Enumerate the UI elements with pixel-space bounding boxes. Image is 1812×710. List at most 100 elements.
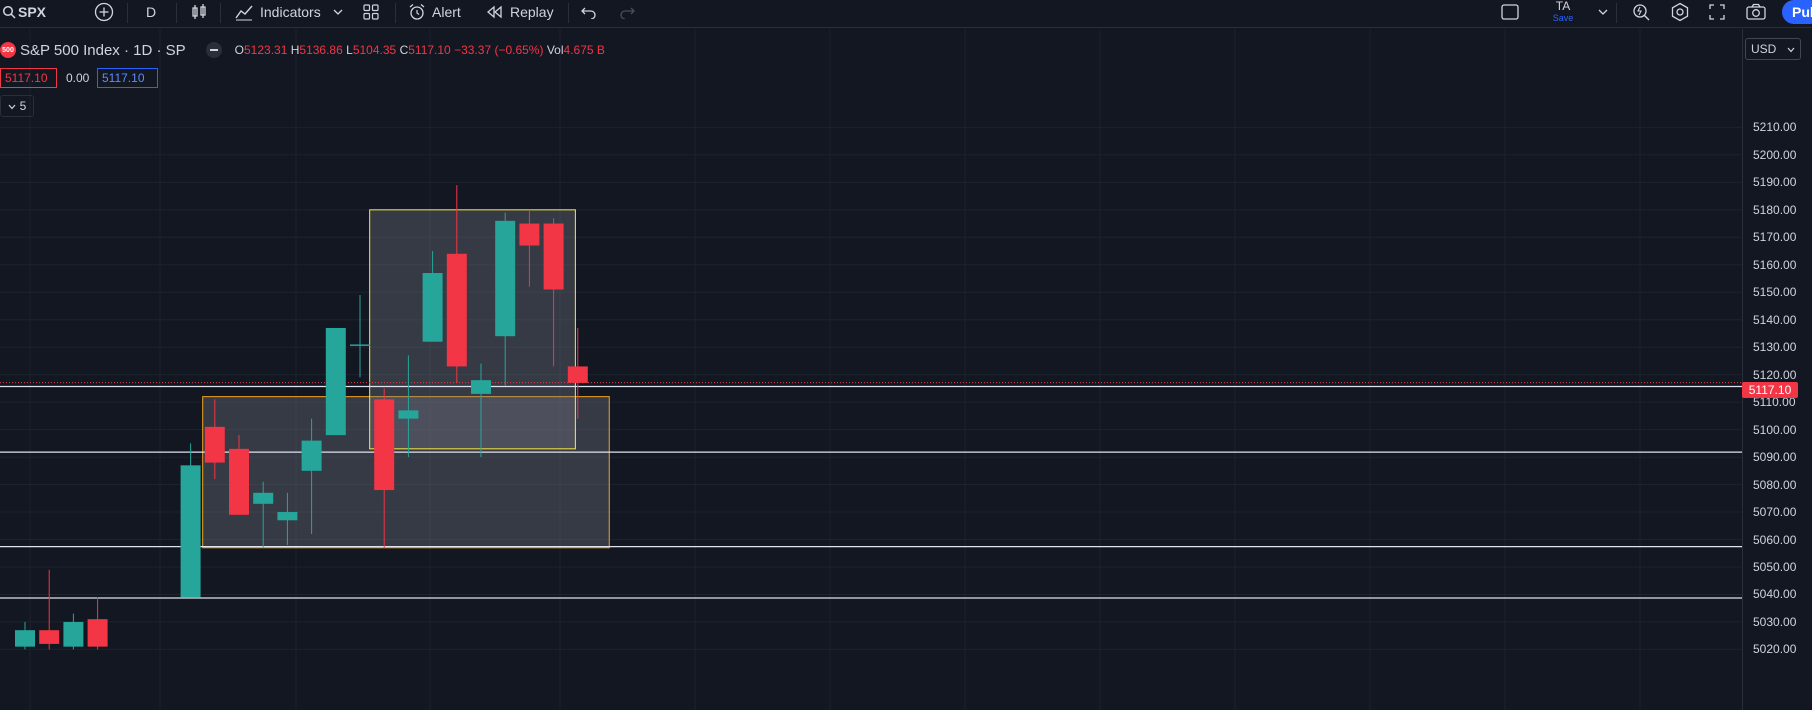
candle: [87, 597, 108, 650]
volume-label: Vol: [546, 43, 564, 57]
compare-button[interactable]: [94, 0, 114, 24]
price-tick-label: 5040.00: [1753, 587, 1797, 602]
chevron-down-icon: [1598, 8, 1608, 16]
square-icon: [1500, 2, 1520, 22]
candle-body: [567, 366, 588, 383]
currency-select[interactable]: USD: [1745, 38, 1801, 60]
toolbar-divider: [127, 3, 128, 23]
buy-price: 5117.10: [102, 71, 145, 85]
chart-grid: [0, 29, 1742, 710]
indicators-button[interactable]: Indicators: [234, 0, 343, 24]
chart-type-button[interactable]: [190, 0, 208, 24]
indicators-collapse-button[interactable]: 5: [0, 95, 34, 117]
price-tick-label: 5100.00: [1753, 422, 1797, 437]
layout-menu-button[interactable]: [1598, 0, 1608, 24]
candle-body: [374, 399, 395, 491]
candle: [277, 492, 298, 546]
candle: [519, 209, 540, 287]
layout-select-button[interactable]: [1500, 0, 1520, 24]
quick-search-icon: [1631, 2, 1651, 22]
price-tick-label: 5190.00: [1753, 175, 1797, 190]
price-tick-label: 5090.00: [1753, 450, 1797, 465]
price-tick-label: 5070.00: [1753, 505, 1797, 520]
price-tick-label: 5030.00: [1753, 614, 1797, 629]
settings-button[interactable]: [1670, 0, 1690, 24]
top-toolbar: SPX D Indicators Alert: [0, 0, 1812, 28]
alarm-clock-icon: [408, 3, 426, 21]
close-value: 5117.10: [408, 43, 451, 57]
chevron-down-icon: [333, 8, 343, 16]
symbol-badge[interactable]: 500: [0, 42, 16, 58]
high-label: H: [290, 43, 300, 57]
price-axis[interactable]: 5210.00 5200.00 5190.00 5180.00 5170.00 5160.…: [1742, 29, 1812, 710]
layout-name[interactable]: TA Save: [1545, 0, 1581, 24]
candle-body: [63, 621, 84, 647]
candle: [301, 418, 322, 535]
price-tick-label: 5130.00: [1753, 340, 1797, 355]
toolbar-divider: [568, 3, 569, 23]
toolbar-divider: [395, 3, 396, 23]
layout-title: TA: [1555, 0, 1571, 13]
grid-icon: [362, 3, 380, 21]
candle: [471, 363, 491, 458]
camera-icon: [1745, 3, 1767, 21]
snapshot-button[interactable]: [1745, 0, 1767, 24]
candle: [325, 327, 346, 436]
drawing-zones: [202, 209, 610, 549]
symbol-label: SPX: [18, 4, 47, 20]
rewind-icon: [486, 5, 504, 19]
publish-label: Pub: [1792, 4, 1812, 20]
candle: [63, 613, 84, 650]
alert-button[interactable]: Alert: [408, 0, 461, 24]
candle: [39, 569, 60, 650]
publish-button[interactable]: Pub: [1782, 0, 1812, 24]
chevron-down-icon: [8, 99, 16, 113]
interval-button[interactable]: D: [146, 0, 156, 24]
buy-price-box[interactable]: 5117.10: [97, 68, 158, 88]
currency-label: USD: [1751, 42, 1777, 56]
candle: [253, 481, 274, 548]
redo-icon: [618, 5, 636, 19]
redo-button[interactable]: [618, 0, 636, 24]
candles: [15, 185, 588, 650]
change-value: −33.37 (−0.65%): [454, 43, 544, 57]
undo-button[interactable]: [580, 0, 598, 24]
gear-icon: [1670, 2, 1690, 22]
price-tick-label: 5110.00: [1753, 395, 1796, 410]
candle-body: [471, 380, 491, 394]
sell-price-box[interactable]: 5117.10: [0, 68, 57, 88]
hide-legend-button[interactable]: [205, 42, 222, 58]
candle-body: [446, 253, 467, 367]
price-tick-label: 5170.00: [1753, 230, 1797, 245]
plus-circle-icon: [94, 2, 114, 22]
price-tick-label: 5180.00: [1753, 202, 1797, 217]
price-tick-label: 5120.00: [1753, 367, 1797, 382]
undo-icon: [580, 5, 598, 19]
price-chart[interactable]: [0, 29, 1742, 710]
candle-body: [39, 630, 60, 644]
candle: [204, 399, 225, 480]
symbol-title[interactable]: S&P 500 Index · 1D · SP: [20, 41, 186, 59]
fullscreen-button[interactable]: [1708, 0, 1726, 24]
candle: [567, 327, 588, 419]
spread-value: 0.00: [62, 68, 96, 88]
symbol-search[interactable]: SPX: [2, 0, 46, 24]
price-tick-label: 5160.00: [1753, 257, 1797, 272]
price-tick-label: 5210.00: [1753, 120, 1797, 135]
replay-button[interactable]: Replay: [486, 0, 554, 24]
toolbar-divider: [1616, 3, 1617, 23]
price-tick-label: 5060.00: [1753, 532, 1797, 547]
indicator-count: 5: [19, 99, 27, 113]
templates-button[interactable]: [362, 0, 380, 24]
close-label: C: [399, 43, 409, 57]
quick-search-button[interactable]: [1631, 0, 1651, 24]
candle-body: [398, 410, 419, 419]
open-value: 5123.31: [244, 43, 288, 57]
candlestick-icon: [190, 3, 208, 21]
save-label: Save: [1552, 13, 1574, 23]
sell-price: 5117.10: [5, 71, 48, 85]
toolbar-divider: [176, 3, 177, 23]
candle: [446, 185, 467, 383]
last-price-label: 5117.10: [1742, 382, 1798, 398]
candle-body: [204, 426, 225, 463]
